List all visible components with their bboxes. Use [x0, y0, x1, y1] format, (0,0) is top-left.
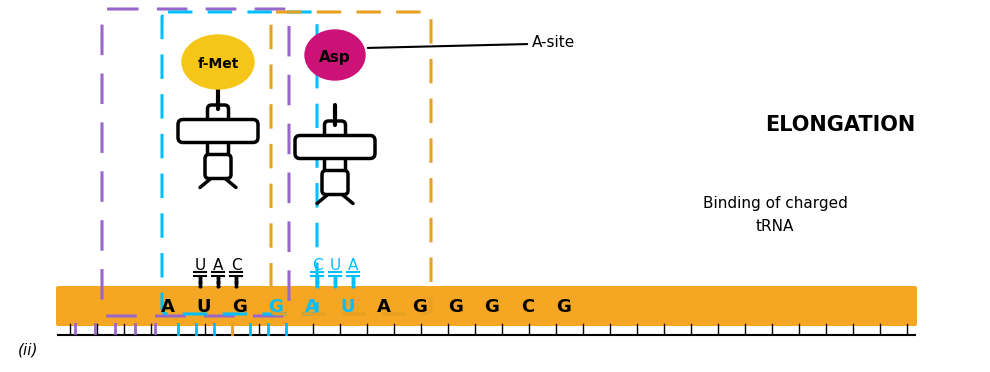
Text: U: U [194, 257, 206, 273]
FancyBboxPatch shape [178, 119, 258, 142]
Text: A: A [305, 298, 319, 316]
Text: A: A [347, 257, 358, 273]
FancyBboxPatch shape [325, 121, 346, 192]
Text: C: C [312, 257, 323, 273]
Text: U: U [341, 298, 355, 316]
Ellipse shape [182, 35, 254, 89]
Text: G: G [556, 298, 571, 316]
Text: U: U [330, 257, 341, 273]
Text: Binding of charged
tRNA: Binding of charged tRNA [703, 196, 847, 234]
FancyBboxPatch shape [295, 135, 375, 158]
FancyBboxPatch shape [322, 170, 348, 195]
Text: G: G [448, 298, 463, 316]
Text: Asp: Asp [319, 49, 350, 64]
Text: C: C [522, 298, 535, 316]
FancyBboxPatch shape [205, 154, 231, 179]
Text: C: C [231, 257, 242, 273]
Ellipse shape [305, 30, 365, 80]
FancyBboxPatch shape [208, 105, 229, 176]
Text: A-site: A-site [532, 35, 575, 49]
Text: A: A [377, 298, 391, 316]
Text: ELONGATION: ELONGATION [765, 115, 915, 135]
Text: G: G [268, 298, 283, 316]
Text: A: A [161, 298, 175, 316]
Text: A: A [213, 257, 223, 273]
Text: G: G [413, 298, 428, 316]
FancyBboxPatch shape [56, 286, 917, 326]
Text: G: G [233, 298, 248, 316]
Text: U: U [197, 298, 211, 316]
Text: f-Met: f-Met [197, 57, 239, 71]
Text: G: G [484, 298, 499, 316]
Text: (ii): (ii) [18, 343, 39, 357]
